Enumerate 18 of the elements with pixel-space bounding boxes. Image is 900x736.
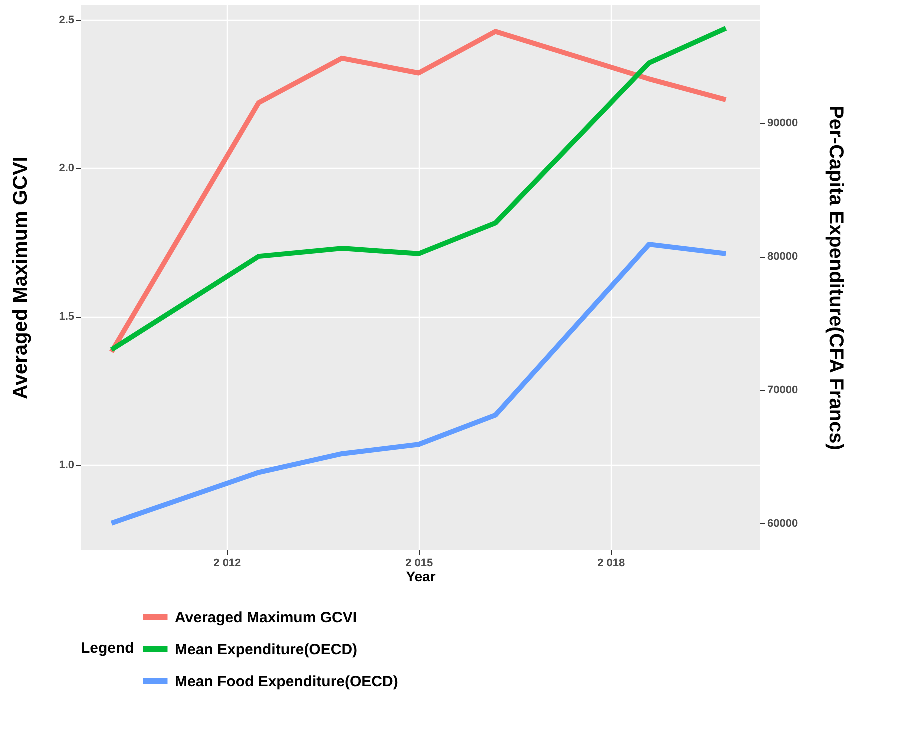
y2-axis-title: Per-Capita Expenditure(CFA Francs): [825, 106, 848, 450]
legend-label: Mean Food Expenditure(OECD): [175, 674, 398, 690]
y-tick-label: 2.5: [59, 14, 74, 26]
legend-title: Legend: [81, 640, 134, 657]
y-tick-label: 1.5: [59, 311, 74, 324]
x-tick-label: 2 018: [598, 558, 626, 570]
y-tick-label: 2.0: [59, 162, 74, 175]
legend-label: Averaged Maximum GCVI: [175, 610, 357, 626]
x-tick-label: 2 015: [406, 558, 434, 570]
y2-tick-label: 90000: [768, 118, 798, 130]
x-tick-label: 2 012: [214, 558, 242, 570]
y2-tick-label: 80000: [768, 251, 798, 264]
y-tick-label: 1.0: [59, 459, 74, 472]
y2-tick-label: 70000: [768, 384, 798, 396]
x-axis-title: Year: [406, 568, 436, 584]
y2-tick-label: 60000: [768, 518, 798, 530]
legend-label: Mean Expenditure(OECD): [175, 642, 358, 658]
y-axis-title: Averaged Maximum GCVI: [10, 156, 32, 400]
